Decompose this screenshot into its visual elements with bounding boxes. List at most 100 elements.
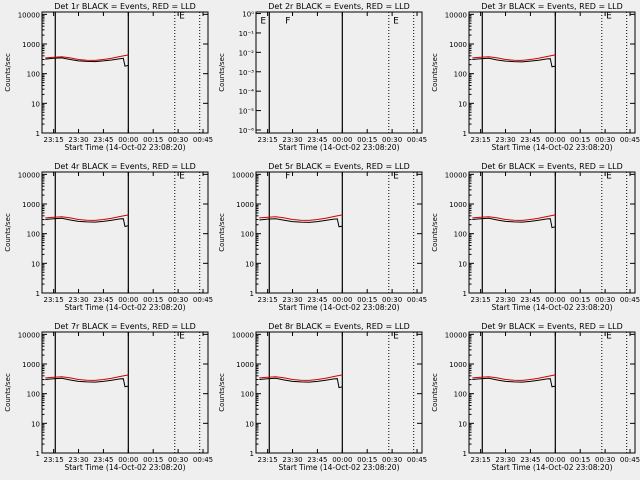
marker-label: E: [260, 16, 266, 26]
y-tick-label: 1: [250, 450, 254, 458]
x-tick-label: 00:30: [168, 456, 188, 464]
y-tick-label: 10000: [18, 331, 40, 339]
y-tick-label: 100: [27, 391, 40, 399]
x-tick-label: 00:15: [143, 456, 163, 464]
plot-frame: [41, 11, 209, 134]
marker-label: E: [393, 171, 399, 181]
marker-label: E: [606, 11, 612, 21]
y-tick-label: 10: [245, 420, 254, 428]
x-tick-label: 00:00: [118, 296, 138, 304]
chart-title: Det 5r BLACK = Events, RED = LLD: [268, 162, 410, 171]
series-events-line: [259, 377, 343, 389]
chart-title: Det 2r BLACK = Events, RED = LLD: [268, 2, 410, 11]
x-tick-label: 23:15: [471, 136, 491, 144]
series-events-line: [259, 218, 343, 228]
plot-frame: [41, 331, 209, 454]
plot-frame: [41, 171, 209, 294]
chart-panel: Det 7r BLACK = Events, RED = LLD 23:15 23:…: [4, 322, 213, 472]
x-tick-label: 00:00: [118, 136, 138, 144]
series-events-line: [45, 217, 129, 228]
y-tick-label: 100: [241, 231, 254, 239]
plot-frame: [255, 11, 423, 134]
series-lld-line: [472, 374, 556, 381]
x-axis-label: Start Time (14-Oct-02 23:08:20): [491, 143, 612, 152]
x-tick-label: 23:15: [258, 136, 278, 144]
plot-frame: [468, 171, 636, 294]
x-axis-label: Start Time (14-Oct-02 23:08:20): [278, 143, 399, 152]
series-lld-line: [45, 214, 129, 221]
y-tick-label: 1: [36, 290, 40, 298]
x-tick-label: 23:45: [93, 296, 113, 304]
x-axis-label: Start Time (14-Oct-02 23:08:20): [278, 463, 399, 472]
y-axis-label: Counts/sec: [4, 53, 12, 92]
x-tick-label: 23:15: [44, 136, 64, 144]
y-tick-label: 1: [463, 130, 467, 138]
x-tick-label: 00:15: [143, 296, 163, 304]
x-tick-label: 00:15: [357, 456, 377, 464]
chart-panel: Det 1r BLACK = Events, RED = LLD 23:15 23:…: [4, 2, 213, 152]
x-tick-label: 00:30: [168, 296, 188, 304]
x-tick-label: 00:30: [595, 296, 615, 304]
x-tick-label: 00:45: [193, 296, 213, 304]
series-events-line: [472, 57, 556, 68]
y-tick-label: 10: [458, 260, 467, 268]
y-tick-label: 10⁻⁶: [239, 127, 255, 135]
plot-frame: [468, 11, 636, 134]
chart-panel: Det 9r BLACK = Events, RED = LLD 23:15 23:…: [431, 322, 640, 472]
x-tick-label: 23:30: [68, 456, 88, 464]
x-axis-label: Start Time (14-Oct-02 23:08:20): [278, 303, 399, 312]
chart-title: Det 3r BLACK = Events, RED = LLD: [481, 2, 623, 11]
x-tick-label: 23:15: [258, 456, 278, 464]
y-tick-label: 10000: [232, 331, 254, 339]
x-tick-label: 23:30: [495, 456, 515, 464]
chart-panel: Det 2r BLACK = Events, RED = LLD 23:15 23:…: [218, 2, 427, 152]
x-tick-label: 23:45: [520, 136, 540, 144]
y-axis-label: Counts/sec: [431, 213, 439, 252]
marker-label: E: [393, 16, 399, 26]
series-events-line: [45, 57, 129, 67]
y-tick-label: 100: [241, 391, 254, 399]
x-tick-label: 23:45: [307, 456, 327, 464]
y-tick-label: 100: [454, 391, 467, 399]
x-tick-label: 00:30: [382, 136, 402, 144]
x-tick-label: 00:00: [545, 456, 565, 464]
y-tick-label: 1: [250, 290, 254, 298]
y-tick-label: 1000: [22, 41, 40, 49]
y-axis-label: Counts/sec: [218, 373, 226, 412]
series-lld-line: [259, 374, 343, 381]
x-tick-label: 00:00: [118, 456, 138, 464]
y-tick-label: 1: [463, 450, 467, 458]
x-tick-label: 23:45: [307, 136, 327, 144]
plot-frame: [255, 331, 423, 454]
chart-title: Det 8r BLACK = Events, RED = LLD: [268, 322, 410, 331]
x-tick-label: 00:30: [595, 456, 615, 464]
plot-frame: [255, 171, 423, 294]
y-tick-label: 10: [31, 260, 40, 268]
x-tick-label: 23:45: [93, 456, 113, 464]
series-events-line: [45, 377, 129, 388]
x-tick-label: 23:30: [282, 456, 302, 464]
y-tick-label: 10: [31, 420, 40, 428]
series-events-line: [472, 217, 556, 229]
x-tick-label: 00:00: [545, 296, 565, 304]
x-axis-label: Start Time (14-Oct-02 23:08:20): [64, 143, 185, 152]
x-tick-label: 00:45: [620, 296, 640, 304]
marker-label: E: [179, 171, 185, 181]
y-tick-label: 10000: [18, 11, 40, 19]
marker-label: F: [285, 16, 290, 26]
chart-panel: Det 4r BLACK = Events, RED = LLD 23:15 23:…: [4, 162, 213, 312]
y-tick-label: 1: [36, 130, 40, 138]
chart-title: Det 9r BLACK = Events, RED = LLD: [481, 322, 623, 331]
series-lld-line: [259, 214, 343, 221]
y-tick-label: 1000: [449, 361, 467, 369]
chart-panel: Det 8r BLACK = Events, RED = LLD 23:15 23:…: [218, 322, 427, 472]
series-lld-line: [472, 54, 556, 61]
x-tick-label: 00:00: [332, 296, 352, 304]
x-tick-label: 00:00: [332, 456, 352, 464]
y-tick-label: 1000: [236, 361, 254, 369]
y-axis-label: Counts/sec: [431, 373, 439, 412]
chart-panel: Det 3r BLACK = Events, RED = LLD 23:15 23:…: [431, 2, 640, 152]
x-tick-label: 23:15: [44, 456, 64, 464]
x-tick-label: 23:30: [282, 136, 302, 144]
x-tick-label: 23:30: [282, 296, 302, 304]
